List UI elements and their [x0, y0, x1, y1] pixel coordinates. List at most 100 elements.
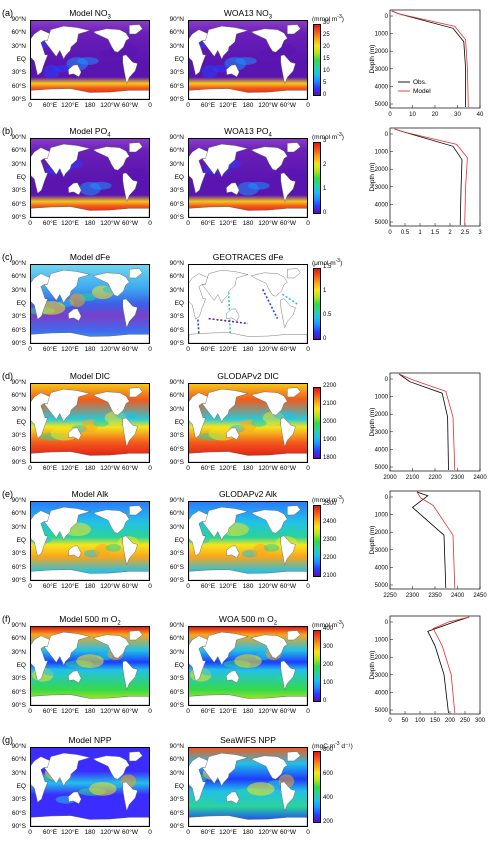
profile-x-tick-label: 20 [432, 112, 439, 118]
lon-tick-label: 60°E [42, 220, 58, 227]
lat-tick-label: 30°N [169, 769, 184, 777]
lat-tick-label: EQ [174, 56, 184, 63]
depth-tick-label: 2000 [375, 167, 389, 173]
lat-tick-label: 60°S [169, 200, 184, 208]
colorbar-tick: 2000 [323, 419, 337, 425]
lon-tick-label: 120°E [61, 465, 79, 472]
panel-tag: (f) [2, 614, 11, 624]
lat-tick-label: 30°N [169, 523, 184, 531]
lon-tick-label: 120°E [61, 102, 79, 109]
depth-tick-label: 0 [385, 377, 389, 383]
lon-tick-label: 0 [186, 708, 190, 715]
colorbar-tick: 2100 [323, 573, 337, 579]
lon-tick-label: 120°E [219, 220, 237, 227]
depth-tick-label: 5000 [375, 220, 389, 226]
lat-tick-label: 90°N [11, 743, 26, 750]
model-map-title: Model PO4 [69, 126, 111, 139]
lat-tick-label: 90°S [11, 96, 26, 103]
profile-x-tick-label: 40 [477, 112, 484, 118]
profile-x-tick-label: 0 [388, 112, 392, 118]
lon-tick-label: 120°W [258, 583, 278, 590]
lat-tick-label: 60°S [169, 563, 184, 571]
lat-tick-label: 60°S [11, 809, 26, 817]
lon-tick-label: 60°E [200, 220, 216, 227]
lat-tick-label: 90°N [11, 134, 26, 141]
colorbar-tick: 0 [323, 210, 327, 216]
colorbar-unit: (mmol m-3) [312, 14, 344, 24]
lat-tick-label: 30°N [11, 523, 26, 531]
lat-tick-label: 90°S [169, 823, 184, 830]
lat-tick-label: EQ [16, 537, 26, 544]
colorbar-tick: 20 [323, 44, 330, 50]
lon-tick-label: 120°E [219, 829, 237, 836]
lat-tick-label: 60°N [169, 635, 184, 643]
lon-tick-label: 120°W [100, 708, 120, 715]
lat-tick-label: 60°N [169, 510, 184, 518]
lat-tick-label: 30°S [11, 313, 26, 321]
colorbar-tick: 100 [323, 680, 334, 686]
lon-tick-label: 180 [84, 346, 96, 353]
profile-x-tick-label: 10 [409, 112, 416, 118]
lon-tick-label: 0 [186, 102, 190, 109]
lat-tick-label: 60°S [169, 82, 184, 90]
lon-tick-label: 60°W [122, 102, 138, 109]
lon-tick-label: 120°W [100, 583, 120, 590]
lon-tick-label: 60°E [42, 583, 58, 590]
depth-axis-label: Depth (m) [369, 408, 376, 437]
lat-tick-label: 30°S [11, 675, 26, 683]
lon-tick-label: 180 [84, 220, 96, 227]
obs-map [188, 264, 308, 344]
lat-tick-label: 60°S [11, 200, 26, 208]
depth-tick-label: 1000 [375, 513, 389, 519]
profile-x-tick-label: 1.5 [431, 230, 440, 236]
depth-tick-label: 0 [385, 14, 389, 20]
lat-tick-label: 90°S [169, 214, 184, 221]
colorbar-tick: 300 [323, 644, 334, 650]
lat-tick-label: 90°S [169, 96, 184, 103]
lon-tick-label: 0 [306, 583, 310, 590]
colorbar [313, 630, 321, 702]
lon-tick-label: 0 [28, 583, 32, 590]
colorbar-tick: 3 [323, 138, 327, 144]
lat-tick-label: 30°S [11, 432, 26, 440]
depth-axis-label: Depth (m) [369, 45, 376, 74]
profile-x-tick-label: 2100 [406, 475, 420, 481]
lon-tick-label: 0 [28, 346, 32, 353]
model-map [30, 626, 150, 706]
depth-tick-label: 4000 [375, 447, 389, 453]
panel-tag: (d) [2, 371, 13, 381]
colorbar-tick: 0 [323, 336, 327, 342]
lat-tick-label: 60°S [11, 563, 26, 571]
lon-tick-label: 120°W [258, 829, 278, 836]
lon-tick-label: 60°E [42, 102, 58, 109]
lat-tick-label: 90°N [169, 379, 184, 386]
panel-row-g: (g) Model NPP SeaWiFS NPP 90°N 60°N 30°N EQ 30°… [0, 735, 500, 853]
lat-tick-label: 90°N [169, 743, 184, 750]
model-map-title: Model DIC [69, 371, 111, 381]
depth-tick-label: 5000 [375, 102, 389, 108]
model-map-title: Model NO3 [69, 8, 111, 21]
depth-tick-label: 0 [385, 495, 389, 501]
lon-tick-label: 60°W [280, 829, 296, 836]
panel-row-c: (c) Model dFe GEOTRACES dFe 90°N 60°N 30°N EQ 3… [0, 252, 500, 370]
lon-tick-label: 60°E [42, 829, 58, 836]
lat-tick-label: EQ [174, 419, 184, 426]
lon-tick-label: 120°W [100, 465, 120, 472]
lat-tick-label: EQ [16, 783, 26, 790]
lon-tick-label: 60°E [200, 829, 216, 836]
lat-tick-label: EQ [174, 174, 184, 181]
profile-x-tick-label: 2 [448, 230, 452, 236]
colorbar-tick: 200 [323, 819, 334, 825]
lat-tick-label: 30°S [11, 550, 26, 558]
legend-entry: Obs. [413, 79, 427, 86]
lat-tick-label: 30°S [169, 550, 184, 558]
depth-tick-label: 2000 [375, 530, 389, 536]
colorbar [313, 387, 321, 459]
lon-tick-label: 60°W [122, 708, 138, 715]
depth-axis-label: Depth (m) [369, 526, 376, 555]
lat-tick-label: 60°N [169, 756, 184, 764]
lat-tick-label: 60°N [11, 510, 26, 518]
lat-tick-label: 90°S [11, 459, 26, 466]
lat-tick-label: 30°S [169, 796, 184, 804]
panel-tag: (c) [2, 252, 13, 262]
